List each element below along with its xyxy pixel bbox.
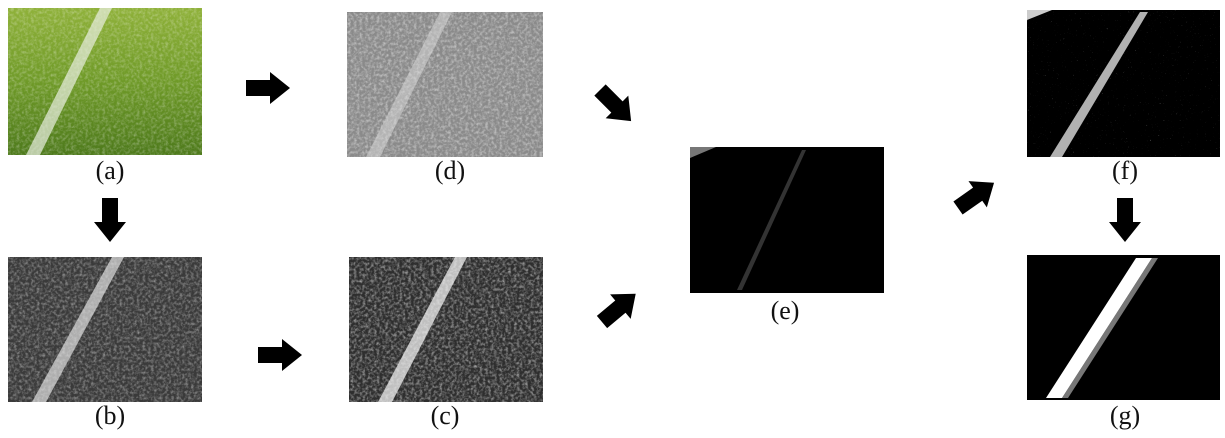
panel-label: (b)	[95, 401, 125, 430]
arrow	[94, 198, 126, 242]
panel-label: (e)	[771, 296, 800, 325]
arrow	[949, 170, 1003, 221]
arrow	[589, 79, 643, 133]
image-f	[1027, 10, 1220, 157]
arrow	[246, 72, 290, 104]
image-c	[349, 257, 543, 402]
image-b	[8, 257, 202, 402]
arrow	[258, 339, 302, 371]
figure: (a) (d) (b) (c) (e) (f) (g)	[0, 0, 1225, 438]
panel-label: (g)	[1110, 401, 1140, 430]
image-g	[1027, 255, 1220, 400]
panel-label: (a)	[96, 156, 125, 185]
image-e	[690, 147, 884, 293]
panel-label: (d)	[435, 156, 465, 185]
image-d	[347, 12, 543, 157]
arrow	[1109, 198, 1141, 242]
panel-label: (f)	[1112, 156, 1138, 185]
image-a	[8, 8, 202, 155]
arrow	[592, 281, 646, 334]
panel-label: (c)	[431, 401, 460, 430]
